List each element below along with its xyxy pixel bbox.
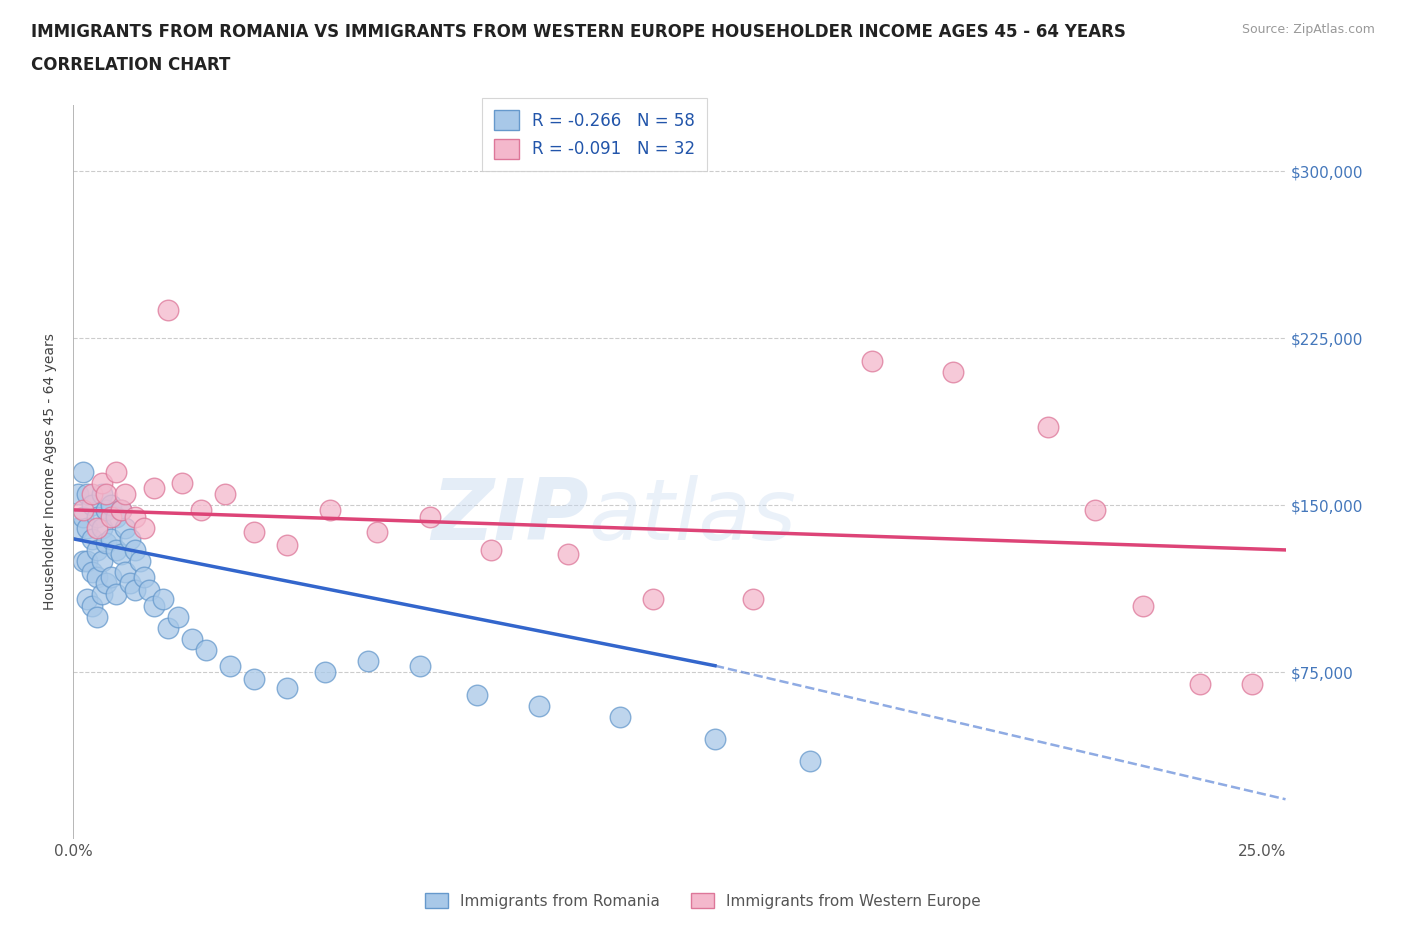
Point: [66, 520, 89, 535]
Point: [120, 531, 142, 546]
Point: [124, 509, 146, 524]
Text: IMMIGRANTS FROM ROMANIA VS IMMIGRANTS FROM WESTERN EUROPE HOUSEHOLDER INCOME AGE: IMMIGRANTS FROM ROMANIA VS IMMIGRANTS FR…: [31, 23, 1126, 41]
Point: [90, 520, 112, 535]
Point: [799, 754, 821, 769]
Point: [72, 509, 94, 524]
Point: [134, 569, 156, 584]
Point: [314, 665, 336, 680]
Point: [152, 591, 174, 606]
Point: [90, 476, 112, 491]
Point: [96, 576, 118, 591]
Point: [110, 547, 132, 562]
Point: [100, 569, 122, 584]
Point: [1084, 502, 1107, 517]
Point: [66, 486, 89, 501]
Point: [942, 365, 965, 379]
Point: [96, 502, 118, 517]
Point: [138, 582, 160, 597]
Point: [82, 498, 104, 512]
Point: [465, 687, 488, 702]
Point: [124, 542, 146, 557]
Point: [276, 538, 298, 553]
Point: [82, 565, 104, 579]
Text: ZIP: ZIP: [430, 474, 588, 558]
Legend: Immigrants from Romania, Immigrants from Western Europe: Immigrants from Romania, Immigrants from…: [419, 886, 987, 915]
Point: [527, 698, 550, 713]
Point: [86, 569, 108, 584]
Point: [90, 486, 112, 501]
Point: [100, 531, 122, 546]
Point: [366, 525, 388, 539]
Point: [86, 542, 108, 557]
Point: [142, 480, 165, 495]
Text: CORRELATION CHART: CORRELATION CHART: [31, 56, 231, 73]
Point: [114, 565, 136, 579]
Point: [134, 520, 156, 535]
Point: [419, 509, 441, 524]
Point: [181, 631, 204, 646]
Point: [76, 486, 98, 501]
Point: [1036, 420, 1059, 435]
Point: [219, 658, 242, 673]
Point: [172, 476, 194, 491]
Point: [82, 531, 104, 546]
Text: atlas: atlas: [588, 474, 796, 558]
Point: [357, 654, 380, 669]
Point: [90, 587, 112, 602]
Point: [1241, 676, 1264, 691]
Point: [82, 598, 104, 613]
Point: [609, 710, 631, 724]
Point: [90, 553, 112, 568]
Point: [100, 509, 122, 524]
Point: [128, 553, 150, 568]
Point: [76, 553, 98, 568]
Point: [72, 502, 94, 517]
Point: [481, 542, 503, 557]
Point: [157, 302, 180, 317]
Point: [166, 609, 188, 624]
Point: [72, 465, 94, 480]
Point: [114, 486, 136, 501]
Point: [100, 498, 122, 512]
Point: [860, 353, 883, 368]
Point: [110, 502, 132, 517]
Point: [76, 520, 98, 535]
Point: [214, 486, 236, 501]
Y-axis label: Householder Income Ages 45 - 64 years: Householder Income Ages 45 - 64 years: [44, 334, 58, 610]
Point: [96, 486, 118, 501]
Point: [142, 598, 165, 613]
Point: [1188, 676, 1211, 691]
Point: [643, 591, 665, 606]
Text: Source: ZipAtlas.com: Source: ZipAtlas.com: [1241, 23, 1375, 36]
Point: [157, 620, 180, 635]
Point: [242, 671, 264, 686]
Point: [242, 525, 264, 539]
Point: [82, 486, 104, 501]
Point: [104, 509, 127, 524]
Point: [704, 732, 727, 747]
Point: [195, 643, 218, 658]
Point: [110, 502, 132, 517]
Point: [86, 509, 108, 524]
Point: [276, 681, 298, 696]
Point: [104, 465, 127, 480]
Legend: R = -0.266   N = 58, R = -0.091   N = 32: R = -0.266 N = 58, R = -0.091 N = 32: [482, 99, 707, 171]
Point: [114, 520, 136, 535]
Point: [120, 576, 142, 591]
Point: [72, 553, 94, 568]
Point: [124, 582, 146, 597]
Point: [319, 502, 342, 517]
Point: [1132, 598, 1154, 613]
Point: [104, 587, 127, 602]
Point: [96, 536, 118, 551]
Point: [190, 502, 212, 517]
Point: [86, 609, 108, 624]
Point: [86, 520, 108, 535]
Point: [76, 591, 98, 606]
Point: [409, 658, 432, 673]
Point: [104, 542, 127, 557]
Point: [742, 591, 765, 606]
Point: [557, 547, 579, 562]
